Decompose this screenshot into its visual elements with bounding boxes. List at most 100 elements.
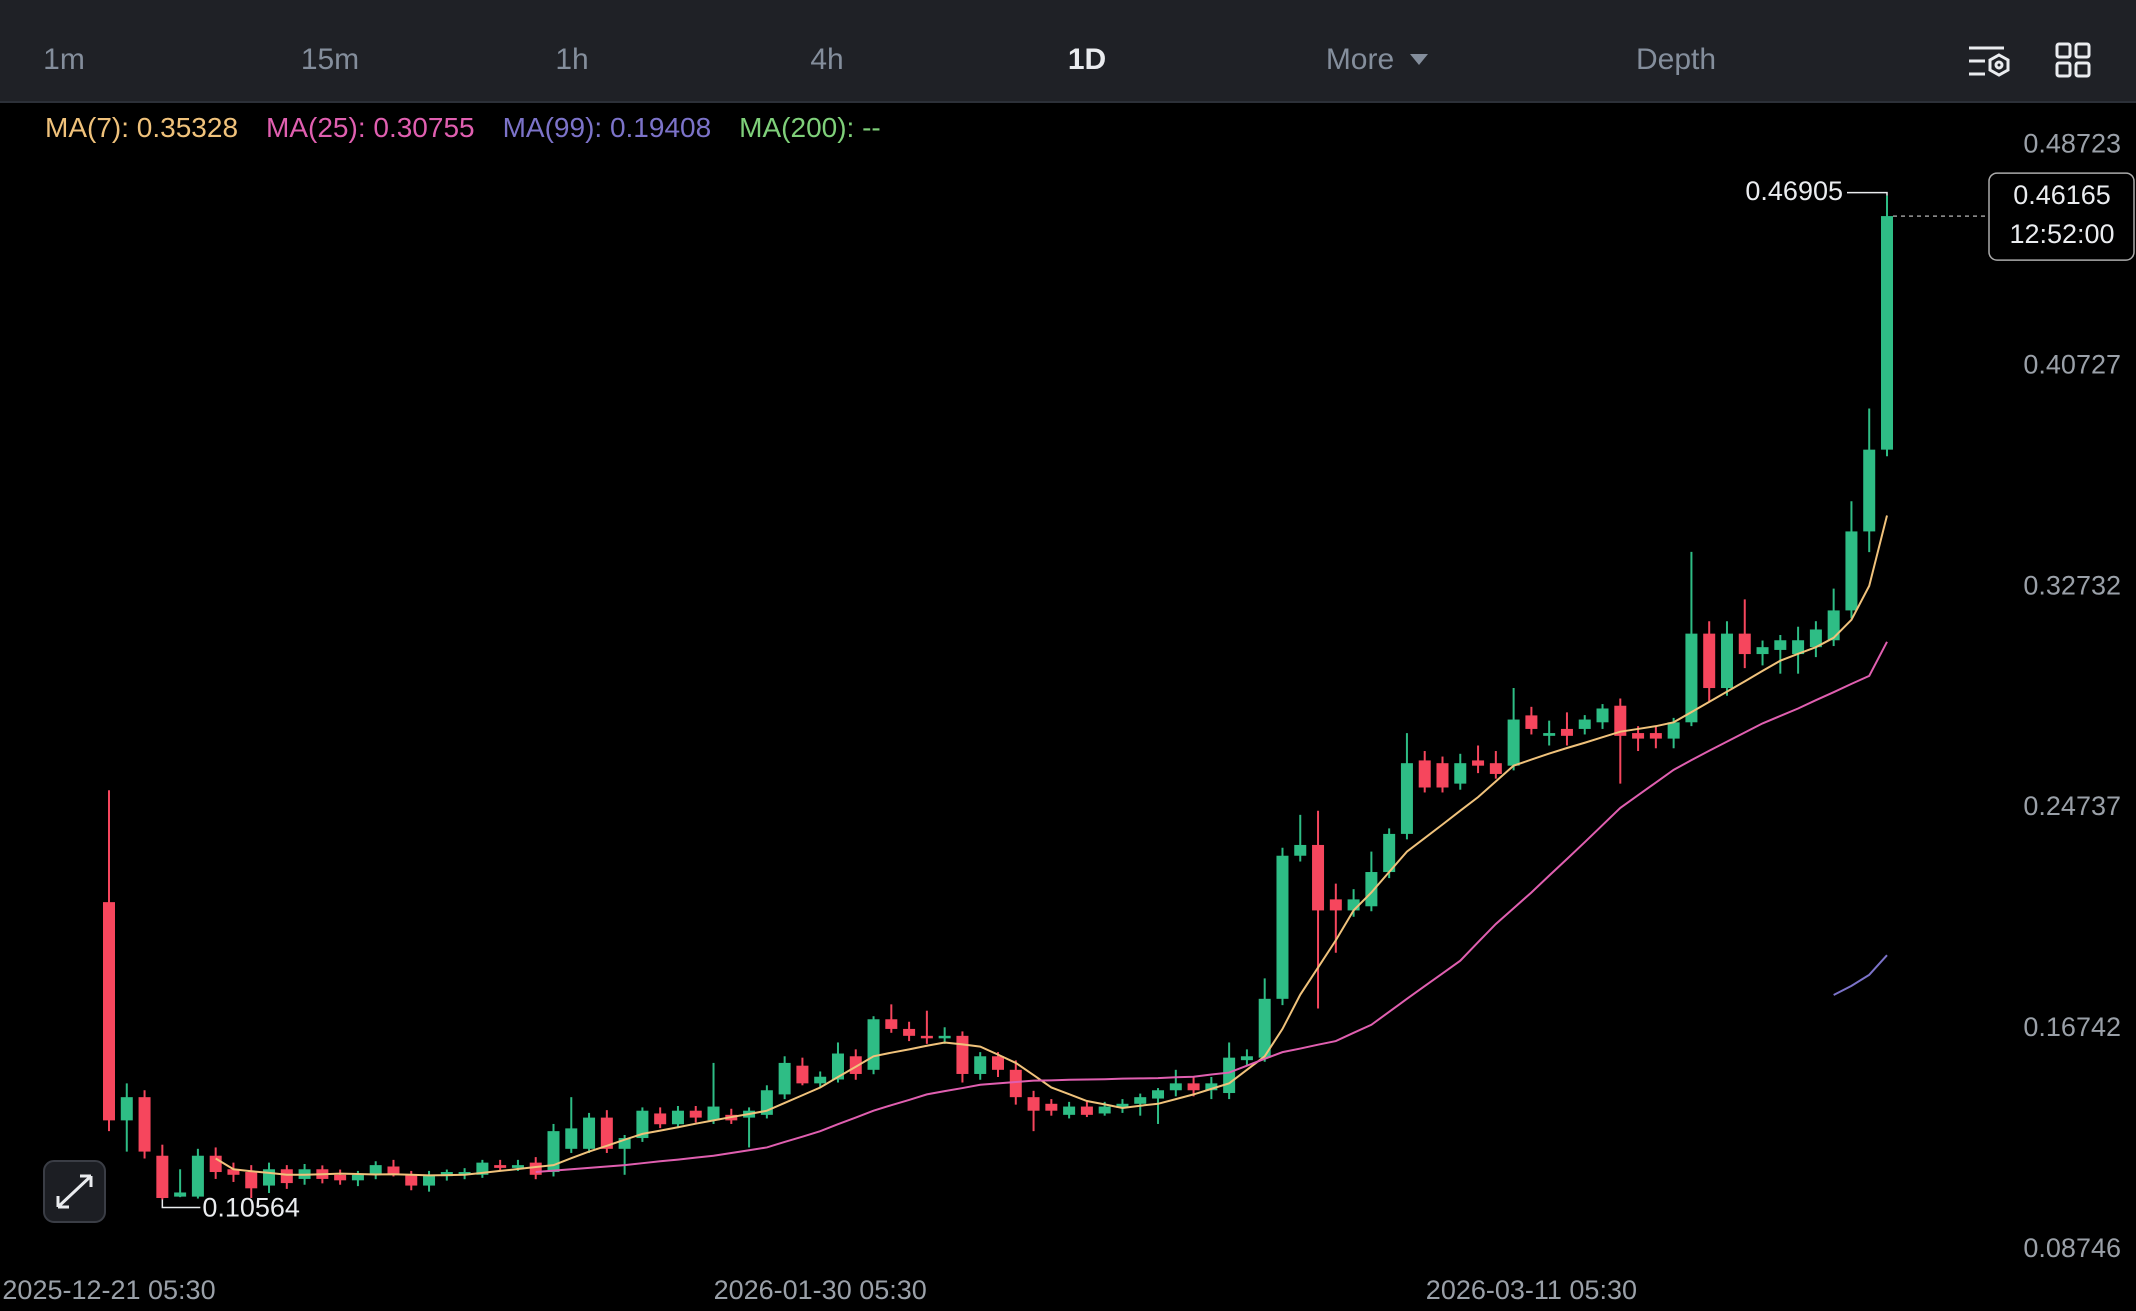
candle-body [1294, 844, 1307, 856]
low-label: 0.10564 [202, 1193, 300, 1223]
high-label: 0.46905 [1745, 176, 1843, 206]
candle-body [1009, 1069, 1022, 1098]
candle-body [1045, 1103, 1058, 1111]
candle-body [1525, 715, 1538, 729]
low-leader [161, 1199, 201, 1209]
candle-body [1756, 647, 1769, 655]
candle-body [1560, 728, 1573, 736]
candle-body [1258, 998, 1271, 1058]
expand-button[interactable] [43, 1160, 106, 1223]
candle-body [956, 1035, 969, 1074]
candle-body [1240, 1056, 1253, 1061]
candle-body [1667, 722, 1680, 739]
candle-body [120, 1097, 133, 1121]
candle-body [511, 1165, 524, 1168]
candle-body [103, 902, 115, 1121]
x-tick-label: 2026-03-11 05:30 [1426, 1275, 1637, 1305]
candle-body [369, 1165, 382, 1175]
candle-body [1116, 1103, 1129, 1108]
candle-body [938, 1035, 951, 1039]
tab[interactable]: 4h [810, 43, 843, 76]
high-leader [1847, 191, 1888, 196]
candle-body [1596, 708, 1609, 723]
tab[interactable]: 1m [43, 43, 85, 76]
candle-body [1489, 763, 1502, 774]
y-tick-label: 0.24737 [2023, 791, 2121, 821]
candle-body [227, 1169, 240, 1175]
x-tick-label: 2025-12-21 05:30 [2, 1275, 215, 1305]
price-box [1988, 172, 2135, 261]
legend-item: MA(7)0.35328 [45, 112, 238, 144]
candle-body [191, 1155, 204, 1197]
candle-body [1436, 763, 1449, 788]
candle-body [920, 1035, 933, 1039]
candle-body [778, 1062, 791, 1095]
candle-body [1080, 1106, 1093, 1115]
candle-body [1543, 733, 1556, 736]
candle-body [547, 1131, 560, 1173]
settings-icon[interactable] [1969, 46, 2010, 77]
candle-body [1223, 1057, 1236, 1094]
candle-body [903, 1028, 916, 1036]
candle-body [387, 1166, 400, 1175]
candle-body [1614, 705, 1627, 736]
candle-body [1845, 531, 1858, 611]
candle-body [689, 1110, 702, 1118]
candle-body [334, 1174, 347, 1181]
ma-line [215, 515, 1888, 1177]
dropdown-caret [1410, 54, 1428, 65]
legend-name: MA(7) [45, 112, 137, 143]
candle-body [1827, 610, 1840, 641]
countdown: 12:52:00 [2009, 219, 2114, 249]
legend-value: 0.19408 [609, 112, 712, 143]
candle-body [671, 1110, 684, 1125]
legend-value: 0.30755 [373, 112, 475, 143]
candle-body [1792, 640, 1805, 655]
candle-body [654, 1113, 667, 1125]
candle-body [1881, 216, 1893, 450]
candle-body [1632, 733, 1645, 739]
candle-body [156, 1155, 169, 1198]
tab[interactable]: 1D [1068, 43, 1106, 76]
candle-body [494, 1165, 507, 1168]
x-tick-label: 2026-01-30 05:30 [714, 1275, 927, 1305]
candle-body [1383, 833, 1396, 873]
candle-body [1774, 640, 1787, 650]
candle-body [600, 1117, 613, 1149]
candle-body [1507, 719, 1520, 766]
candle-body [636, 1110, 649, 1139]
candle-body [583, 1117, 596, 1149]
legend-value: -- [862, 112, 881, 143]
candle-body [405, 1174, 418, 1186]
candle-body [565, 1128, 578, 1149]
candle-body [458, 1172, 471, 1175]
candle-body [1400, 763, 1413, 834]
candle-body [1720, 633, 1733, 689]
tab[interactable]: 15m [301, 43, 359, 76]
tab[interactable]: Depth [1636, 43, 1716, 76]
candle-body [1418, 760, 1431, 788]
candle-body [1365, 872, 1378, 907]
legend-name: MA(200) [739, 112, 862, 143]
candle-body [992, 1056, 1004, 1070]
layout-icon[interactable] [2055, 42, 2091, 78]
candle-body [1347, 899, 1360, 911]
candle-body [1472, 760, 1485, 766]
candle-body [707, 1106, 720, 1121]
candle-body [1152, 1090, 1165, 1099]
candle-body [831, 1053, 844, 1080]
tab[interactable]: More [1326, 43, 1394, 76]
candle-body [974, 1056, 987, 1074]
legend-item: MA(99)0.19408 [503, 112, 712, 144]
candle-body [1454, 763, 1467, 784]
candle-body [1205, 1083, 1218, 1091]
candle-body [1703, 633, 1716, 689]
tab[interactable]: 1h [555, 43, 588, 76]
candle-body [618, 1138, 631, 1149]
toolbar [0, 0, 2136, 102]
price-label: 0.46165 [2013, 180, 2111, 210]
ma-line [1833, 954, 1888, 996]
candle-body [1187, 1083, 1200, 1091]
candle-body [1685, 633, 1698, 723]
